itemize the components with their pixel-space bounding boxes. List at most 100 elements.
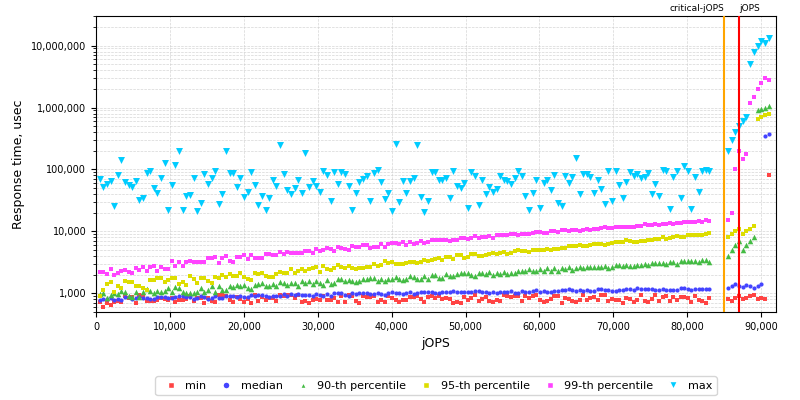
Point [566, 174, 578, 180]
Point [555, 227, 568, 233]
Point [335, 169, 348, 175]
Point [505, 288, 518, 294]
Point [512, 168, 525, 174]
Point [281, 186, 294, 193]
Point [606, 198, 618, 204]
Point [755, 114, 768, 120]
Point [364, 275, 377, 282]
Point [512, 289, 525, 296]
Point [266, 293, 279, 299]
Point [209, 168, 222, 174]
Point [314, 292, 326, 299]
Point [689, 293, 702, 299]
Point [551, 288, 564, 294]
Point [624, 224, 637, 230]
Point [245, 168, 258, 175]
Point [101, 295, 114, 302]
Point [722, 148, 734, 154]
Point [158, 279, 171, 286]
Point [400, 290, 413, 296]
Point [584, 288, 597, 294]
Point [396, 239, 409, 246]
Point [689, 258, 702, 264]
Point [270, 183, 283, 189]
Point [111, 282, 124, 289]
Point [317, 293, 330, 299]
Point [638, 221, 651, 228]
Point [104, 292, 117, 298]
Point [400, 297, 413, 303]
Point [411, 290, 424, 296]
Point [591, 240, 604, 247]
Point [685, 218, 698, 225]
Point [108, 271, 121, 278]
Point [317, 167, 330, 174]
Point [613, 182, 626, 188]
Point [458, 235, 470, 242]
Point [386, 289, 398, 296]
Point [555, 287, 568, 294]
Point [205, 298, 218, 304]
Point [266, 274, 279, 281]
Point [515, 231, 528, 237]
Point [729, 166, 742, 173]
Point [173, 148, 186, 154]
Point [310, 296, 322, 303]
Point [324, 297, 337, 304]
Point [740, 114, 753, 120]
Point [555, 202, 568, 209]
Point [729, 228, 742, 235]
Point [570, 242, 582, 249]
Point [581, 297, 594, 303]
Point [620, 223, 633, 230]
Point [122, 279, 135, 285]
Point [278, 270, 290, 276]
Point [494, 298, 506, 305]
Point [462, 297, 474, 303]
Point [534, 228, 546, 235]
Point [137, 264, 150, 270]
Point [281, 292, 294, 299]
Point [226, 284, 239, 290]
Point [180, 282, 193, 288]
Point [638, 174, 651, 180]
Point [602, 265, 615, 271]
Point [610, 297, 622, 304]
Point [270, 271, 283, 278]
Point [736, 118, 749, 124]
Point [624, 295, 637, 302]
Point [555, 265, 568, 271]
Point [219, 293, 232, 299]
Point [534, 297, 546, 303]
Point [670, 260, 683, 267]
Point [450, 270, 463, 277]
Point [498, 288, 510, 295]
Point [755, 294, 768, 301]
Point [219, 287, 232, 294]
Point [498, 292, 510, 298]
Point [663, 219, 676, 226]
Point [400, 276, 413, 283]
Point [364, 291, 377, 298]
Point [598, 224, 611, 230]
Point [122, 294, 135, 301]
Point [321, 277, 334, 283]
Point [97, 287, 110, 293]
Point [278, 251, 290, 258]
Point [328, 265, 341, 272]
Point [699, 231, 712, 237]
Point [226, 170, 239, 176]
Point [140, 287, 153, 293]
Point [302, 299, 315, 306]
Point [151, 190, 164, 196]
Point [133, 293, 146, 300]
Point [270, 298, 283, 304]
Point [101, 300, 114, 306]
Point [733, 226, 746, 232]
Point [646, 260, 658, 266]
Point [581, 287, 594, 294]
Point [166, 288, 178, 295]
Point [350, 278, 362, 285]
Point [209, 293, 222, 300]
Point [238, 252, 250, 258]
